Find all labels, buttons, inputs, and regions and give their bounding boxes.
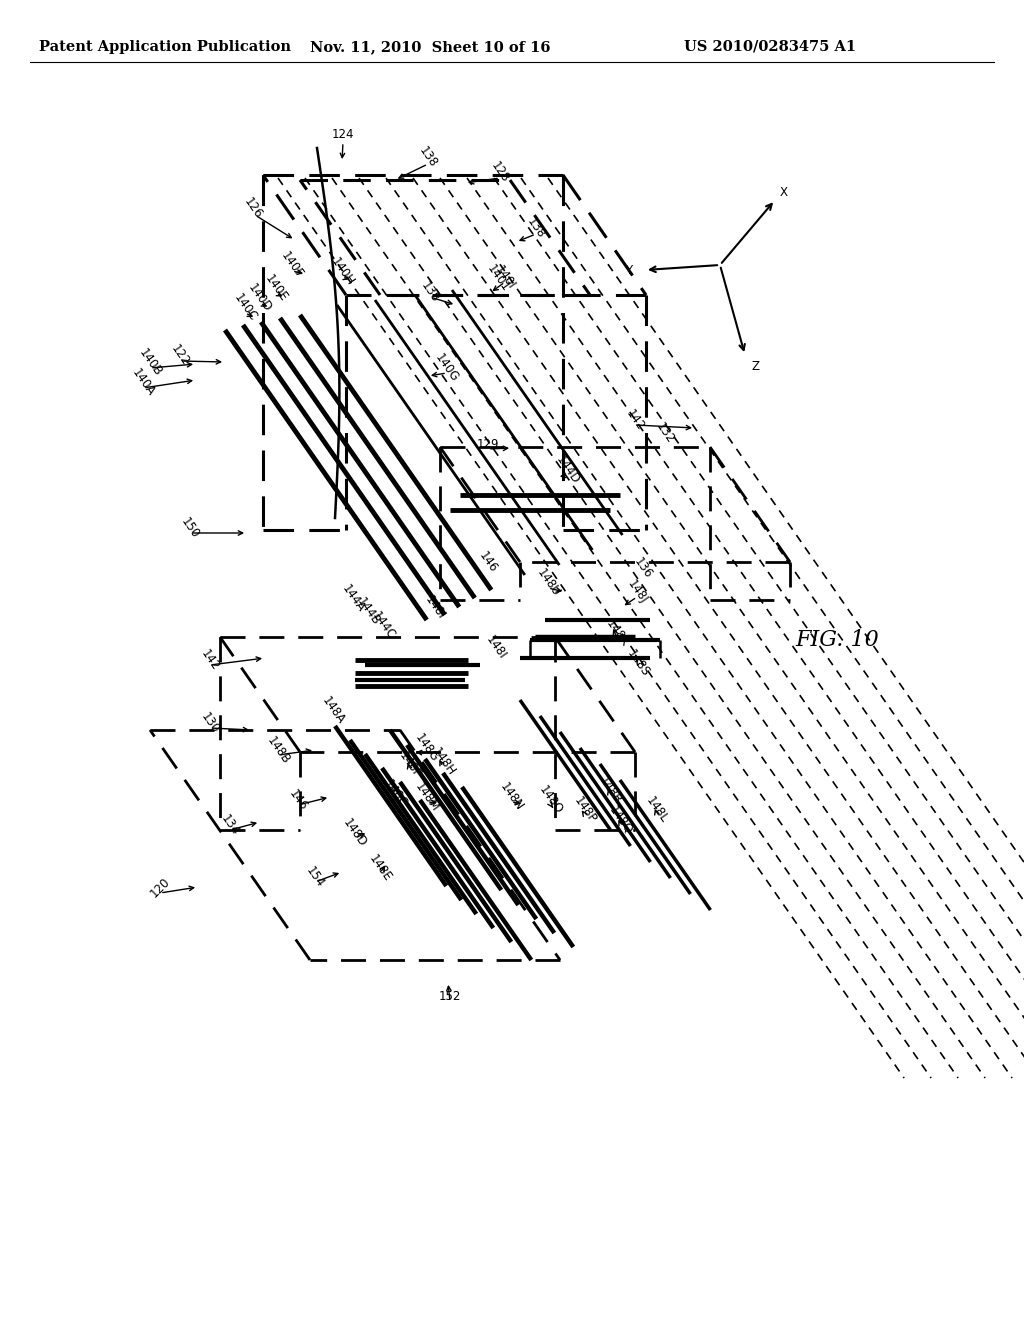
Text: 148M: 148M bbox=[413, 780, 441, 814]
Text: 129: 129 bbox=[477, 438, 500, 451]
Text: X: X bbox=[780, 186, 788, 198]
Text: 148H: 148H bbox=[429, 746, 458, 779]
Text: 140C: 140C bbox=[230, 292, 259, 325]
Text: 140H: 140H bbox=[328, 256, 356, 289]
Text: 144A: 144A bbox=[339, 582, 367, 614]
Text: 140F: 140F bbox=[279, 249, 305, 281]
Text: 142: 142 bbox=[199, 647, 222, 673]
Text: 138: 138 bbox=[524, 215, 548, 240]
Text: 126: 126 bbox=[242, 195, 265, 220]
Text: 154: 154 bbox=[303, 865, 327, 890]
Text: 148J: 148J bbox=[625, 578, 649, 606]
Text: 142: 142 bbox=[624, 407, 647, 433]
Text: 130: 130 bbox=[199, 710, 222, 735]
Text: 148K: 148K bbox=[603, 616, 631, 649]
Text: 132: 132 bbox=[653, 420, 677, 446]
Text: 148B: 148B bbox=[264, 734, 292, 766]
Text: 148L: 148L bbox=[643, 795, 671, 825]
Text: Nov. 11, 2010  Sheet 10 of 16: Nov. 11, 2010 Sheet 10 of 16 bbox=[309, 40, 550, 54]
Text: 140D: 140D bbox=[246, 281, 274, 314]
Text: 148F: 148F bbox=[396, 750, 424, 780]
Text: 128: 128 bbox=[488, 160, 512, 185]
Text: 148E: 148E bbox=[367, 853, 394, 884]
Text: 148R: 148R bbox=[596, 774, 624, 807]
Text: 146: 146 bbox=[287, 787, 310, 813]
Text: 148I: 148I bbox=[422, 594, 447, 622]
Text: 148I: 148I bbox=[483, 634, 509, 663]
Text: US 2010/0283475 A1: US 2010/0283475 A1 bbox=[684, 40, 856, 54]
Text: 144D: 144D bbox=[554, 453, 583, 487]
Text: 148N: 148N bbox=[497, 780, 525, 813]
Text: 152: 152 bbox=[439, 990, 461, 1003]
Text: 144B: 144B bbox=[354, 595, 382, 628]
Text: 124: 124 bbox=[332, 128, 354, 141]
Text: 148G: 148G bbox=[413, 731, 441, 764]
Text: 146: 146 bbox=[476, 549, 500, 576]
Text: 120: 120 bbox=[147, 875, 172, 900]
Text: 148D: 148D bbox=[341, 816, 370, 850]
Text: 148S: 148S bbox=[625, 647, 652, 678]
Text: 148U: 148U bbox=[534, 566, 562, 599]
Text: Patent Application Publication: Patent Application Publication bbox=[39, 40, 291, 54]
Text: 140G: 140G bbox=[433, 351, 462, 384]
Text: 148A: 148A bbox=[318, 694, 347, 726]
Text: 148P: 148P bbox=[571, 795, 599, 826]
Text: 148O: 148O bbox=[537, 783, 565, 817]
Text: 134: 134 bbox=[218, 812, 242, 838]
Text: 138: 138 bbox=[417, 144, 439, 170]
Text: 140B: 140B bbox=[136, 346, 164, 379]
Text: 140A: 140A bbox=[129, 366, 157, 399]
Text: 148Q: 148Q bbox=[606, 804, 636, 837]
Text: 138: 138 bbox=[418, 279, 441, 305]
Text: 140E: 140E bbox=[262, 272, 290, 304]
Text: FIG. 10: FIG. 10 bbox=[795, 630, 879, 651]
Text: 122: 122 bbox=[168, 342, 191, 368]
Text: 150: 150 bbox=[178, 515, 202, 541]
Text: 1401: 1401 bbox=[484, 263, 512, 294]
Text: 140I: 140I bbox=[493, 264, 518, 292]
Text: 144C: 144C bbox=[369, 610, 397, 643]
Text: Y: Y bbox=[625, 264, 632, 276]
Text: Z: Z bbox=[752, 360, 760, 374]
Text: 136: 136 bbox=[631, 556, 654, 581]
Text: 148C: 148C bbox=[381, 777, 410, 810]
